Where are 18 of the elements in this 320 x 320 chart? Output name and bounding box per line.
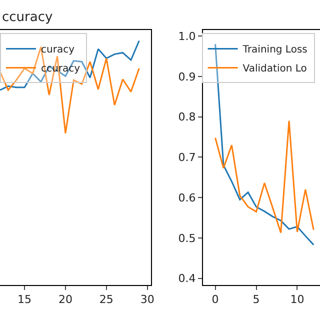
chart-title: ccuracy xyxy=(2,10,53,25)
legend-label: Training Loss xyxy=(242,44,308,56)
y-tick-label: 0.6 xyxy=(178,191,196,204)
x-tick-label: 0 xyxy=(212,293,219,306)
x-tick-label: 15 xyxy=(18,293,32,306)
y-tick-label: 0.9 xyxy=(178,70,196,84)
x-tick-label: 10 xyxy=(290,293,304,306)
x-tick-label: 30 xyxy=(140,293,154,306)
legend-label: Validation Lo xyxy=(242,64,307,75)
y-tick-label: 0.8 xyxy=(178,110,196,124)
y-tick-label: 0.5 xyxy=(178,232,196,245)
y-tick-label: 1.0 xyxy=(178,30,196,43)
line-series xyxy=(214,120,314,234)
x-tick-label: 25 xyxy=(99,293,114,306)
y-tick-label: 0.4 xyxy=(178,272,196,286)
y-tick-label: 0.7 xyxy=(178,151,196,164)
x-tick-label: 20 xyxy=(58,293,72,306)
x-tick-label: 5 xyxy=(252,293,260,306)
